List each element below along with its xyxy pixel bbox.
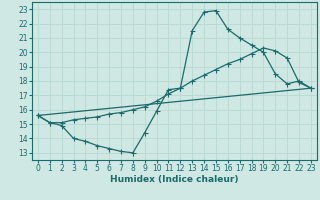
X-axis label: Humidex (Indice chaleur): Humidex (Indice chaleur) bbox=[110, 175, 239, 184]
